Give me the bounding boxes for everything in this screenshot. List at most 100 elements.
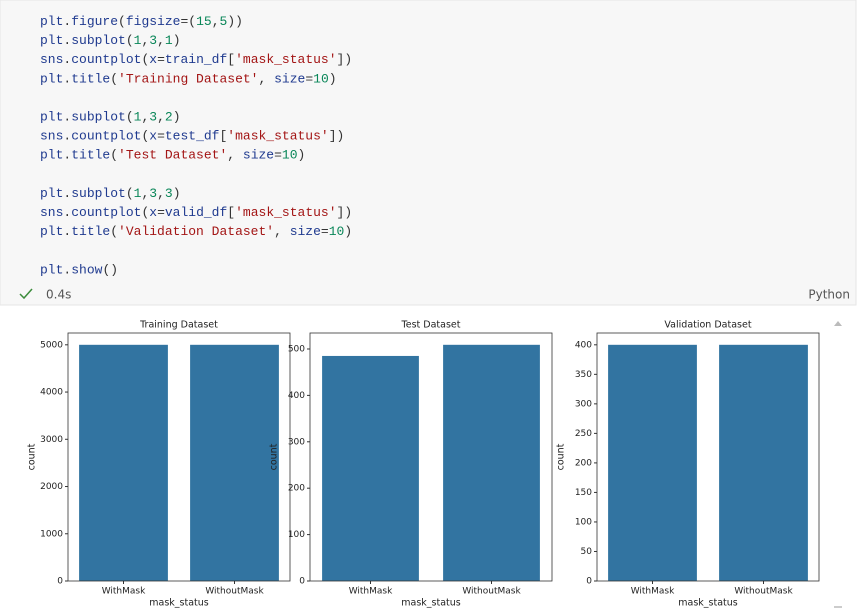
code: plt.figure(figsize=(15,5))plt.subplot(1,… — [40, 14, 352, 277]
code-token: . — [63, 205, 71, 220]
code-token: 'Test Dataset' — [118, 148, 227, 163]
code-token: subplot — [71, 186, 126, 201]
code-token: countplot — [71, 205, 141, 220]
code-token: sns — [40, 53, 63, 68]
code-token: 'Validation Dataset' — [118, 225, 274, 240]
bar — [608, 344, 697, 581]
bar — [322, 355, 419, 581]
code-token: ) — [337, 129, 345, 144]
x-tick-label: WithoutMask — [205, 587, 264, 597]
y-tick-label: 400 — [575, 340, 592, 350]
code-token: plt — [40, 148, 63, 163]
code-token: ( — [110, 225, 118, 240]
bar — [79, 344, 168, 581]
bar — [719, 344, 808, 581]
code-token: ) — [344, 205, 352, 220]
code-token: 1 — [165, 34, 173, 49]
code-token: ) — [298, 148, 306, 163]
code-token: ) — [235, 14, 243, 29]
chart-title: Test Dataset — [401, 320, 461, 331]
code-token: countplot — [71, 129, 141, 144]
code-token: 15 — [196, 14, 212, 29]
code-line: sns.countplot(x=test_df['mask_status']) — [40, 129, 344, 144]
code-token: plt — [40, 225, 63, 240]
bar — [443, 344, 540, 581]
code-token: 1 — [134, 34, 142, 49]
code-token: figure — [71, 14, 118, 29]
code-token: , — [141, 110, 149, 125]
code-token: ( — [141, 53, 149, 68]
code-token: ) — [173, 34, 181, 49]
code-token: x — [149, 129, 157, 144]
code-token: . — [63, 53, 71, 68]
code-token: [ — [219, 129, 227, 144]
code-token: ( — [110, 148, 118, 163]
code-token: ] — [337, 205, 345, 220]
code-token: , — [258, 72, 266, 87]
y-tick-label: 100 — [288, 530, 305, 540]
code-token: . — [63, 186, 71, 201]
code-token: 1 — [134, 186, 142, 201]
x-tick-label: WithMask — [349, 587, 393, 597]
code-token: valid_df — [165, 205, 227, 220]
y-tick-label: 0 — [586, 577, 592, 587]
code-token: title — [71, 225, 110, 240]
code-token: sns — [40, 129, 63, 144]
x-axis-label: mask_status — [678, 598, 738, 609]
run-duration: 0.4s — [46, 288, 71, 302]
code-token: x — [149, 205, 157, 220]
y-tick-label: 3000 — [40, 435, 63, 445]
code-token: 'Training Dataset' — [118, 72, 258, 87]
code-token: , — [157, 186, 165, 201]
code-line: plt.subplot(1,3,3) — [40, 186, 181, 201]
y-tick-label: 5000 — [40, 340, 63, 350]
code-token: subplot — [71, 110, 126, 125]
y-tick-label: 400 — [288, 391, 305, 401]
code-token: 3 — [149, 110, 157, 125]
y-tick-label: 250 — [575, 429, 592, 439]
y-tick-label: 500 — [288, 344, 305, 354]
y-tick-label: 100 — [575, 517, 592, 527]
cell-language[interactable]: Python — [808, 288, 850, 302]
y-tick-label: 150 — [575, 488, 592, 498]
axes-frame — [309, 332, 553, 582]
x-tick-label: WithoutMask — [734, 587, 793, 597]
code-token: = — [305, 72, 313, 87]
code-token: ) — [173, 186, 181, 201]
code-line: sns.countplot(x=valid_df['mask_status']) — [40, 205, 352, 220]
code-token: subplot — [71, 34, 126, 49]
code-cell — [0, 0, 857, 306]
code-token: . — [63, 34, 71, 49]
code-token: ( — [188, 14, 196, 29]
code-line: plt.title('Training Dataset', size=10) — [40, 72, 337, 87]
chart-title: Validation Dataset — [664, 320, 751, 331]
code-token: plt — [40, 186, 63, 201]
code-token: show — [71, 263, 102, 278]
code-token: test_df — [165, 129, 220, 144]
code-token: x — [149, 53, 157, 68]
code-token: train_df — [165, 53, 227, 68]
code-token: title — [71, 72, 110, 87]
code-token: size — [243, 148, 274, 163]
code-token: ) — [344, 53, 352, 68]
code-token: . — [63, 225, 71, 240]
code-token: ) — [329, 72, 337, 87]
x-axis-label: mask_status — [149, 598, 209, 609]
code-token: plt — [40, 34, 63, 49]
code-token: = — [157, 129, 165, 144]
code-token: ( — [141, 205, 149, 220]
code-token: ] — [337, 53, 345, 68]
code-token: = — [321, 225, 329, 240]
y-tick-label: 2000 — [40, 482, 63, 492]
code-token: [ — [227, 205, 235, 220]
code-token: 1 — [134, 110, 142, 125]
code-token: , — [274, 225, 282, 240]
y-tick-label: 1000 — [40, 529, 63, 539]
scroll-up[interactable] — [834, 321, 842, 326]
code-token: 'mask_status' — [235, 53, 336, 68]
code-token: plt — [40, 14, 63, 29]
code-token: countplot — [71, 53, 141, 68]
code-token: plt — [40, 110, 63, 125]
y-tick-label: 350 — [575, 370, 592, 380]
code-line: sns.countplot(x=train_df['mask_status']) — [40, 53, 352, 68]
